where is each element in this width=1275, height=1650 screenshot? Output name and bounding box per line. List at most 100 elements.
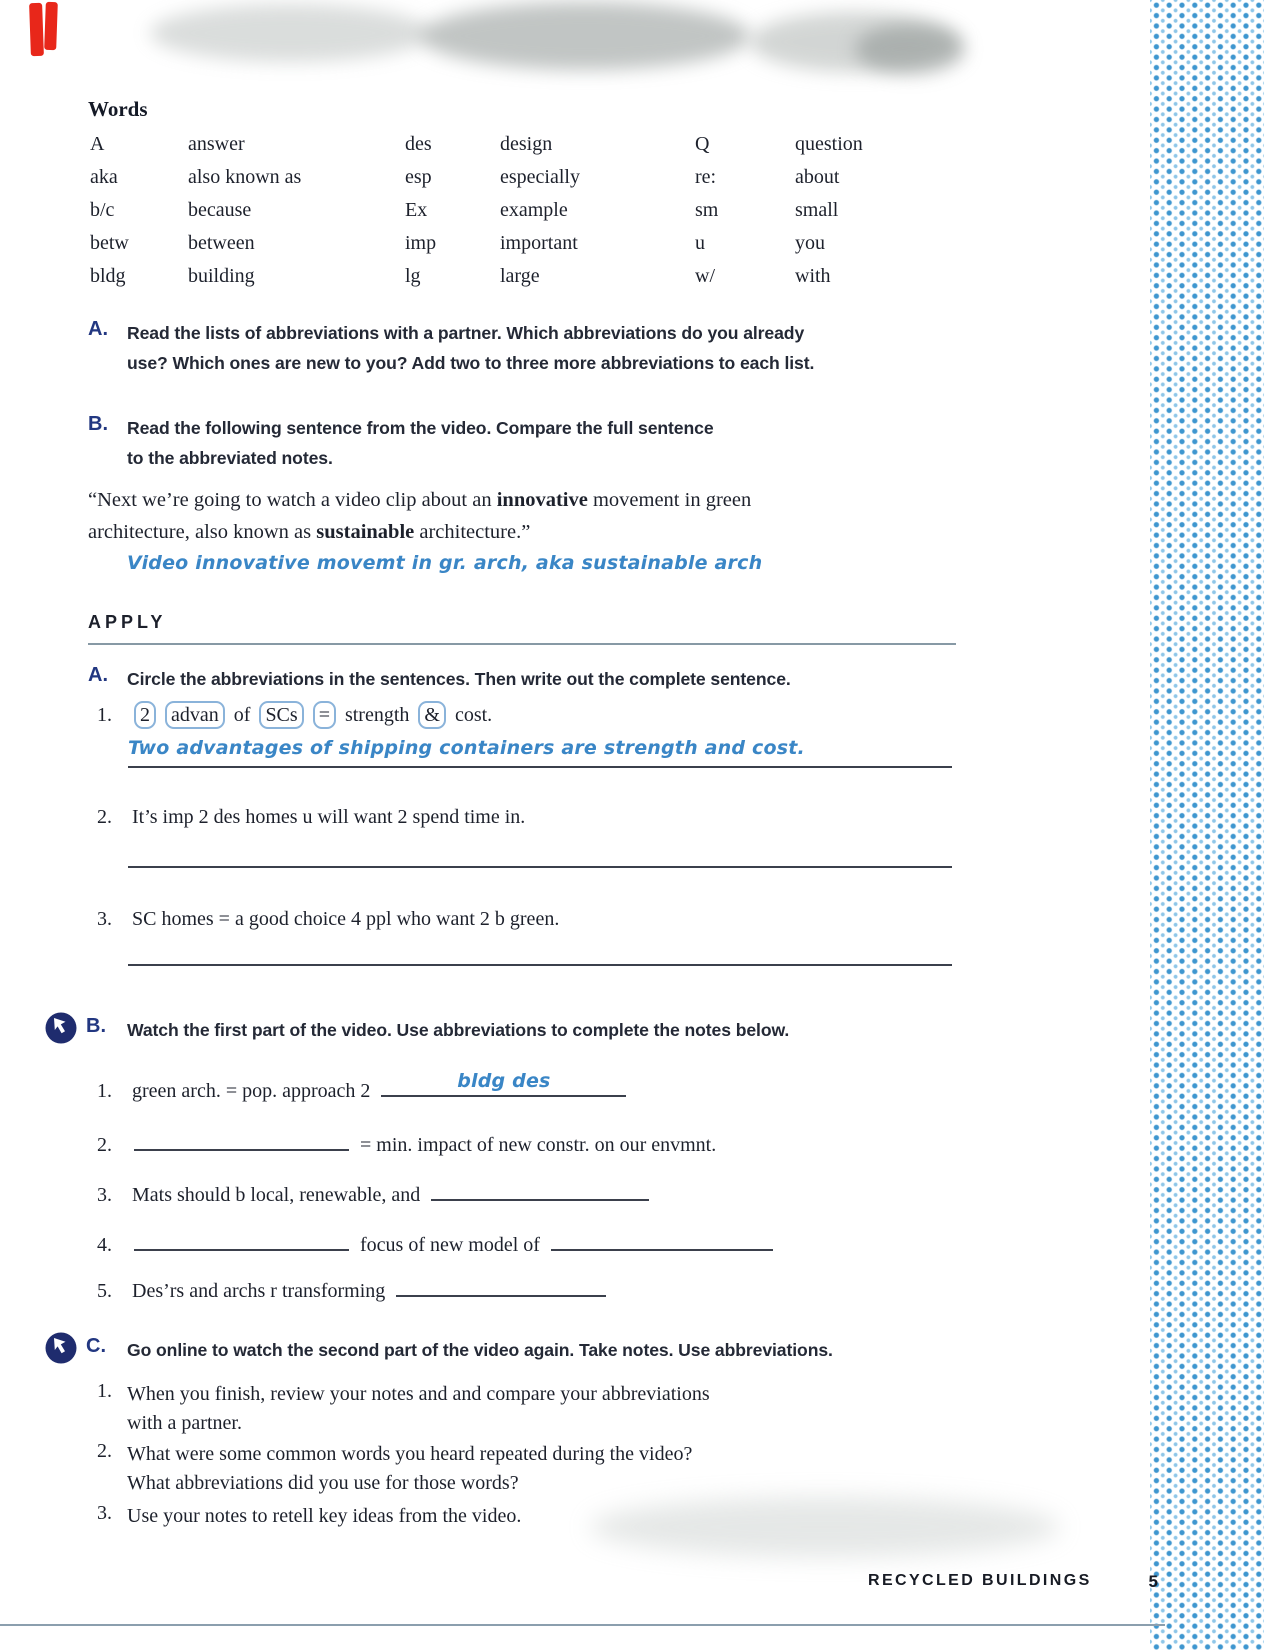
apply-b-item-2: 2. = min. impact of new constr. on our e… bbox=[97, 1127, 716, 1157]
abbreviation-cell: betw bbox=[90, 232, 129, 254]
apply-c-item-1: 1. When you finish, review your notes an… bbox=[97, 1380, 710, 1438]
words-heading: Words bbox=[88, 97, 148, 121]
abbreviation-cell: aka bbox=[90, 166, 118, 188]
question-line: with a partner. bbox=[127, 1412, 242, 1434]
apply-b-item-5: 5. Des’rs and archs r transforming bbox=[97, 1273, 612, 1303]
item-number: 3. bbox=[97, 908, 112, 930]
section-letter-b: B. bbox=[88, 413, 108, 435]
apply-heading: APPLY bbox=[88, 612, 167, 632]
apply-a-item-1: 1. 2 advan of SCs = strength & cost. bbox=[97, 701, 494, 729]
word-cell: design bbox=[500, 133, 553, 155]
page-footer: RECYCLED BUILDINGS 5 bbox=[868, 1572, 1158, 1592]
section-letter-b: B. bbox=[86, 1015, 106, 1037]
note-text: Des’rs and archs r transforming bbox=[132, 1280, 386, 1302]
circled-abbreviation: 2 bbox=[134, 701, 156, 729]
note-text: green arch. = pop. approach 2 bbox=[132, 1080, 371, 1102]
abbreviation-cell: sm bbox=[695, 199, 719, 221]
item-number: 2. bbox=[97, 1134, 112, 1156]
answer-line[interactable] bbox=[128, 866, 952, 868]
word-cell: with bbox=[795, 265, 831, 287]
word-cell: large bbox=[500, 265, 540, 287]
exercise-b-instruction: B. Read the following sentence from the … bbox=[88, 413, 968, 473]
answer-blank[interactable] bbox=[431, 1177, 650, 1201]
word-cell: question bbox=[795, 133, 863, 155]
page-number: 5 bbox=[1148, 1572, 1158, 1591]
abbreviation-cell: esp bbox=[405, 166, 432, 188]
quote-text: movement in green bbox=[587, 489, 752, 511]
instruction-line: Circle the abbreviations in the sentence… bbox=[127, 669, 791, 689]
abbreviation-cell: Ex bbox=[405, 199, 428, 221]
apply-c-item-3: 3. Use your notes to retell key ideas fr… bbox=[97, 1502, 521, 1531]
abbreviation-cell: Q bbox=[695, 133, 710, 155]
answer-blank[interactable] bbox=[134, 1127, 349, 1151]
instruction-line: Read the following sentence from the vid… bbox=[127, 418, 714, 438]
answer-blank[interactable] bbox=[134, 1227, 349, 1251]
quote-bold-word: innovative bbox=[496, 489, 588, 511]
answer-blank[interactable] bbox=[550, 1227, 773, 1251]
item-number: 1. bbox=[97, 1380, 112, 1402]
handwritten-answer: bldg des bbox=[457, 1070, 551, 1092]
video-quote: “Next we’re going to watch a video clip … bbox=[88, 484, 948, 548]
answer-line[interactable] bbox=[128, 766, 952, 768]
question-line: What were some common words you heard re… bbox=[127, 1443, 693, 1465]
item-number: 3. bbox=[97, 1502, 112, 1524]
word-cell: because bbox=[188, 199, 252, 221]
bottom-rule bbox=[0, 1624, 1165, 1626]
apply-a-item-3: 3. SC homes = a good choice 4 ppl who wa… bbox=[97, 908, 559, 931]
item-number: 1. bbox=[97, 704, 112, 726]
sentence-word: of bbox=[233, 704, 251, 726]
exercise-a-instruction: A. Read the lists of abbreviations with … bbox=[88, 318, 968, 378]
apply-b-item-3: 3. Mats should b local, renewable, and bbox=[97, 1177, 655, 1207]
apply-b-instruction: B. Watch the first part of the video. Us… bbox=[86, 1015, 986, 1045]
abbreviation-cell: bldg bbox=[90, 265, 126, 287]
note-text: Mats should b local, renewable, and bbox=[132, 1184, 421, 1206]
apply-a-item-2: 2. It’s imp 2 des homes u will want 2 sp… bbox=[97, 806, 525, 829]
circled-abbreviation: advan bbox=[165, 701, 225, 729]
chapter-title: RECYCLED BUILDINGS bbox=[868, 1572, 1092, 1589]
scan-smudge bbox=[855, 24, 965, 74]
abbreviation-cell: imp bbox=[405, 232, 437, 254]
question-line: What abbreviations did you use for those… bbox=[127, 1472, 519, 1494]
abbreviation-cell: des bbox=[405, 133, 432, 155]
word-cell: you bbox=[795, 232, 825, 254]
quote-bold-word: sustainable bbox=[316, 521, 415, 543]
instruction-line: Go online to watch the second part of th… bbox=[127, 1340, 833, 1360]
question-line: When you finish, review your notes and a… bbox=[127, 1383, 710, 1405]
circled-abbreviation: SCs bbox=[259, 701, 304, 729]
question-line: Use your notes to retell key ideas from … bbox=[127, 1505, 522, 1527]
answer-blank[interactable] bbox=[396, 1273, 607, 1297]
instruction-line: to the abbreviated notes. bbox=[127, 448, 333, 468]
apply-c-item-2: 2. What were some common words you heard… bbox=[97, 1440, 692, 1498]
word-cell: also known as bbox=[188, 166, 302, 188]
handwritten-note: Video innovative movemt in gr. arch, aka… bbox=[127, 552, 763, 574]
item-number: 2. bbox=[97, 1440, 112, 1462]
word-cell: answer bbox=[188, 133, 245, 155]
answer-blank[interactable]: bldg des bbox=[381, 1070, 627, 1097]
abbreviation-cell: w/ bbox=[695, 265, 715, 287]
circled-abbreviation: & bbox=[418, 701, 446, 729]
word-cell: important bbox=[500, 232, 578, 254]
note-text: focus of new model of bbox=[360, 1234, 540, 1256]
scan-smudge bbox=[420, 2, 750, 70]
word-cell: about bbox=[795, 166, 840, 188]
instruction-line: Read the lists of abbreviations with a p… bbox=[127, 323, 805, 343]
circled-abbreviation: = bbox=[312, 701, 336, 729]
video-cursor-icon bbox=[45, 1332, 77, 1364]
apply-b-item-4: 4. focus of new model of bbox=[97, 1227, 779, 1257]
word-cell: example bbox=[500, 199, 568, 221]
answer-line[interactable] bbox=[128, 964, 952, 966]
abbreviation-cell: A bbox=[90, 133, 105, 155]
handwritten-answer: Two advantages of shipping containers ar… bbox=[128, 737, 805, 759]
quote-text: “Next we’re going to watch a video clip … bbox=[88, 489, 497, 511]
apply-c-instruction: C. Go online to watch the second part of… bbox=[86, 1335, 1006, 1365]
section-rule bbox=[88, 643, 956, 645]
item-number: 3. bbox=[97, 1184, 112, 1206]
apply-b-item-1: 1. green arch. = pop. approach 2 bldg de… bbox=[97, 1070, 632, 1103]
quote-text: architecture, also known as bbox=[88, 521, 317, 543]
note-text: = min. impact of new constr. on our envm… bbox=[360, 1134, 717, 1156]
section-letter-a: A. bbox=[88, 664, 108, 686]
sentence-word: strength bbox=[344, 704, 410, 726]
sentence-word: cost. bbox=[454, 704, 493, 726]
scan-red-mark bbox=[44, 1, 58, 51]
